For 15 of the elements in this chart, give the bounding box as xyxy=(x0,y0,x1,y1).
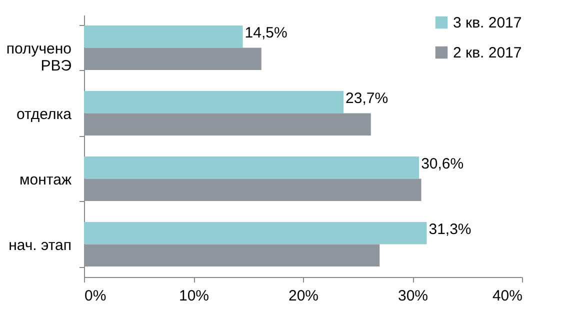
data-label: 23,7% xyxy=(346,90,388,108)
y-tick-label: отделка xyxy=(16,106,72,123)
x-tick-label: 10% xyxy=(178,288,210,304)
legend-label: 3 кв. 2017 xyxy=(453,14,522,32)
legend-label: 2 кв. 2017 xyxy=(453,44,522,62)
y-tick-label: получено РВЭ xyxy=(6,40,72,74)
y-tick-label: монтаж xyxy=(19,171,72,188)
y-tick-label: нач. этап xyxy=(8,236,72,254)
data-label: 31,3% xyxy=(428,221,472,238)
data-label: 30,6% xyxy=(421,156,464,173)
x-tick-label: 20% xyxy=(288,288,319,304)
x-tick-label: 0% xyxy=(84,288,106,304)
data-label: 14,5% xyxy=(244,24,288,42)
x-tick-label: 40% xyxy=(492,288,522,304)
x-tick-label: 30% xyxy=(398,288,428,304)
